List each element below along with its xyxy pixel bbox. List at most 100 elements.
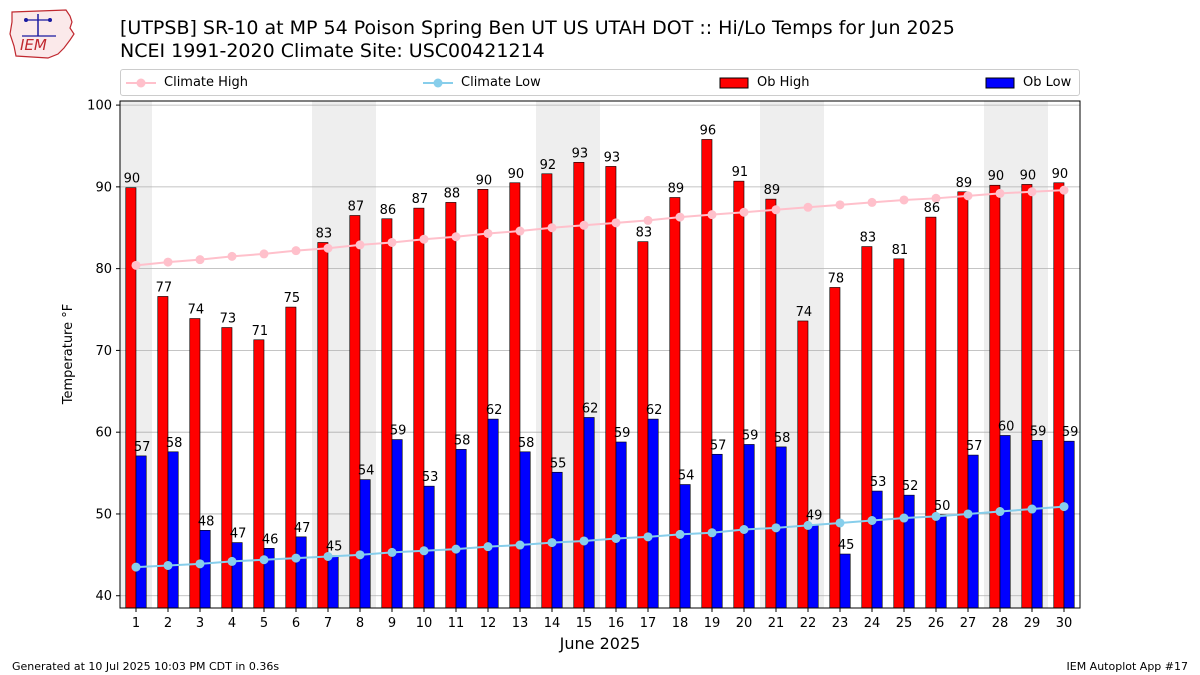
point-climate-low (195, 559, 205, 569)
logo-text: IEM (20, 36, 47, 54)
bar-ob-high (829, 287, 841, 609)
point-climate-high (259, 249, 269, 259)
point-climate-low (835, 518, 845, 528)
point-climate-high (1059, 185, 1069, 195)
bar-ob-low (327, 555, 339, 609)
y-axis-label: Temperature °F (61, 304, 76, 405)
x-tick-label: 4 (228, 616, 236, 631)
point-climate-high (355, 240, 365, 250)
x-tick-label: 15 (576, 616, 593, 631)
bar-ob-low (263, 548, 275, 609)
bar-ob-high (253, 339, 265, 609)
label-ob-high: 83 (636, 226, 653, 241)
bar-ob-low (423, 485, 435, 609)
label-ob-high: 90 (124, 172, 141, 187)
bar-ob-high (893, 258, 905, 609)
point-climate-high (195, 255, 205, 265)
point-climate-low (515, 540, 525, 550)
point-climate-low (163, 560, 173, 570)
legend-item-ob-low: Ob Low (985, 70, 1071, 95)
x-tick-label: 16 (608, 616, 625, 631)
bar-ob-high (477, 189, 489, 609)
point-climate-high (771, 205, 781, 215)
point-climate-low (227, 556, 237, 566)
label-ob-low: 45 (326, 540, 343, 555)
weekend-shade (984, 101, 1016, 608)
x-tick-label: 17 (640, 616, 657, 631)
bar-ob-low (167, 451, 179, 609)
label-ob-low: 49 (806, 509, 823, 524)
bar-ob-low (775, 446, 787, 609)
label-ob-low: 62 (582, 401, 599, 416)
bar-ob-low (487, 418, 499, 609)
point-climate-low (547, 538, 557, 548)
label-ob-high: 93 (572, 146, 589, 161)
bar-ob-low (455, 449, 467, 609)
point-climate-high (419, 234, 429, 244)
label-ob-low: 59 (742, 428, 759, 443)
label-ob-high: 96 (700, 123, 717, 138)
x-tick-label: 1 (132, 616, 140, 631)
point-climate-high (963, 191, 973, 201)
point-climate-low (1059, 502, 1069, 512)
chart-subtitle: NCEI 1991-2020 Climate Site: USC00421214 (120, 40, 545, 62)
line-climate-high (135, 189, 1065, 267)
x-tick-label: 9 (388, 616, 396, 631)
bar-ob-high (989, 184, 1001, 609)
point-climate-low (867, 516, 877, 526)
y-tick-label: 40 (95, 589, 112, 604)
label-ob-low: 62 (486, 403, 503, 418)
bar-ob-low (743, 444, 755, 609)
legend-item-climate-low: Climate Low (423, 70, 541, 95)
bar-ob-low (295, 536, 307, 609)
bar-ob-low (807, 524, 819, 609)
bar-ob-high (925, 216, 937, 609)
bar-ob-low (551, 471, 563, 609)
y-tick-label: 50 (95, 507, 112, 522)
point-climate-low (419, 546, 429, 556)
x-tick-label: 20 (736, 616, 753, 631)
label-ob-high: 74 (188, 303, 205, 318)
bar-ob-low (135, 455, 147, 609)
label-ob-high: 87 (348, 199, 365, 214)
label-ob-low: 46 (262, 532, 279, 547)
point-climate-high (579, 220, 589, 230)
line-climate-low (135, 505, 1065, 569)
legend-swatch-icon (985, 77, 1015, 88)
weekend-shade (568, 101, 600, 608)
x-tick-label: 22 (800, 616, 817, 631)
x-tick-label: 7 (324, 616, 332, 631)
label-ob-low: 57 (966, 439, 983, 454)
x-tick-label: 28 (992, 616, 1009, 631)
point-climate-high (451, 232, 461, 242)
label-ob-low: 59 (614, 426, 631, 441)
legend-label-climate-low: Climate Low (461, 75, 541, 90)
point-climate-high (1027, 187, 1037, 197)
weekend-shade (344, 101, 376, 608)
legend-item-climate-high: Climate High (126, 70, 248, 95)
point-climate-high (803, 202, 813, 212)
x-tick-label: 23 (832, 616, 849, 631)
weekend-shade (760, 101, 792, 608)
bar-ob-high (861, 246, 873, 609)
bar-ob-low (231, 542, 243, 609)
label-ob-high: 90 (1052, 167, 1069, 182)
x-axis-label: June 2025 (559, 634, 641, 653)
label-ob-low: 59 (1030, 424, 1047, 439)
label-ob-high: 91 (732, 165, 749, 180)
point-climate-high (611, 218, 621, 228)
x-tick-label: 3 (196, 616, 204, 631)
y-tick-label: 100 (87, 99, 112, 114)
point-climate-low (1027, 504, 1037, 514)
bar-ob-high (573, 162, 585, 609)
bar-ob-low (679, 484, 691, 609)
point-climate-high (131, 260, 141, 270)
point-climate-low (579, 536, 589, 546)
point-climate-low (707, 528, 717, 538)
bar-ob-low (871, 490, 883, 609)
point-climate-low (771, 523, 781, 533)
label-ob-high: 73 (220, 312, 237, 327)
legend-label-ob-high: Ob High (757, 75, 810, 90)
y-tick-label: 60 (95, 426, 112, 441)
